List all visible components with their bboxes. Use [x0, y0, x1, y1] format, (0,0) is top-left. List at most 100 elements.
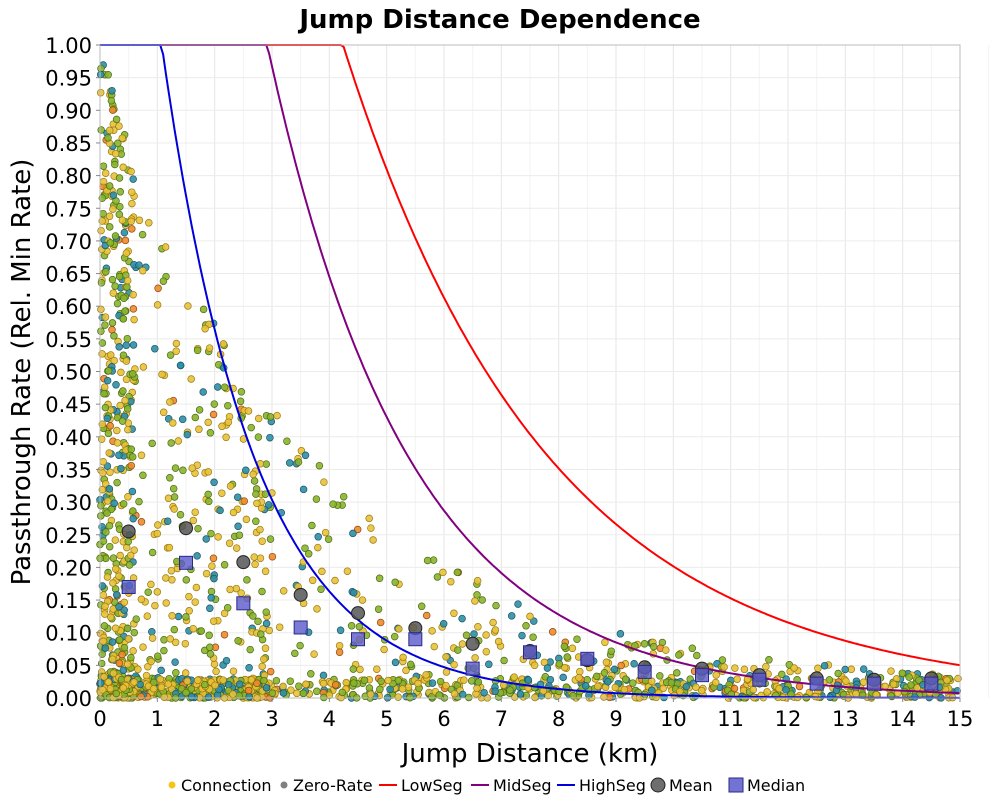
connection-point [245, 692, 253, 701]
y-tick-label: 0.35 [45, 458, 92, 482]
connection-point [209, 617, 218, 625]
connection-point [529, 633, 537, 641]
connection-point [123, 334, 132, 343]
median-marker [637, 664, 652, 679]
connection-point [174, 612, 183, 621]
connection-point [373, 665, 381, 673]
connection-point [191, 508, 199, 516]
median-legend-marker [728, 777, 744, 793]
connection-point [135, 261, 143, 269]
connection-point [108, 638, 117, 646]
connection-point [207, 529, 215, 538]
connection-point [450, 689, 459, 698]
connection-point [187, 375, 195, 383]
connection-point [692, 683, 700, 691]
connection-point [109, 191, 118, 199]
y-tick-label: 0.85 [45, 132, 92, 156]
connection-point [116, 188, 125, 196]
connection-point [119, 387, 127, 395]
median-marker [523, 645, 537, 660]
connection-point [153, 588, 162, 596]
connection-point [560, 663, 569, 672]
connection-point [170, 493, 179, 501]
connection-point [435, 691, 443, 699]
connection-point [115, 451, 123, 459]
connection-point [97, 279, 106, 287]
connection-point [119, 315, 128, 323]
connection-point [194, 676, 202, 685]
connection-point [101, 602, 109, 611]
connection-point [135, 216, 144, 225]
connection-point [210, 478, 218, 487]
connection-point [697, 686, 706, 695]
connection-point [99, 457, 107, 466]
connection-point [251, 560, 259, 569]
connection-point [329, 500, 337, 508]
connection-point [108, 319, 117, 327]
connection-point [124, 425, 132, 434]
connection-point [353, 525, 362, 534]
connection-point [295, 682, 303, 690]
connection-point [103, 573, 112, 581]
connection-point [399, 653, 407, 662]
connection-point [384, 676, 392, 685]
connection-point [500, 656, 508, 665]
connection-point [219, 676, 227, 684]
connection-point [126, 551, 135, 560]
legend-item-zero-rate: Zero-Rate [280, 776, 373, 795]
connection-point [149, 684, 158, 693]
connection-point [127, 653, 135, 662]
stat-markers [121, 521, 939, 691]
connection-point [117, 368, 125, 377]
connection-point [104, 134, 112, 142]
connection-point [430, 642, 439, 651]
connection-point [195, 406, 204, 414]
connection-point [391, 578, 399, 587]
connection-point [129, 290, 137, 299]
connection-point [139, 643, 147, 651]
legend-label: HighSeg [579, 776, 646, 795]
connection-point [207, 587, 216, 596]
mean-marker [293, 587, 308, 602]
y-tick-label: 0.50 [45, 361, 92, 385]
scatter-points [96, 61, 962, 702]
connection-point [249, 612, 257, 620]
connection-point [458, 690, 467, 699]
connection-point [649, 642, 658, 651]
connection-point [172, 669, 180, 677]
connection-point [208, 562, 216, 570]
y-tick-label: 0.05 [45, 654, 92, 678]
connection-point [237, 388, 246, 396]
connection-point [254, 433, 263, 441]
connection-point [458, 640, 467, 648]
connection-point [111, 536, 120, 544]
connection-point [134, 665, 142, 674]
connection-point [308, 576, 317, 585]
connection-point [115, 602, 123, 611]
connection-point [121, 396, 129, 405]
connection-point [261, 644, 270, 653]
connection-point [101, 313, 110, 321]
connection-point [232, 544, 241, 552]
connection-point [107, 613, 115, 622]
connection-point [447, 577, 455, 586]
connection-point [765, 656, 773, 664]
connection-point [139, 363, 148, 371]
connection-point [442, 653, 450, 661]
connection-point [115, 343, 123, 351]
connection-point [225, 539, 234, 547]
connection-point [118, 650, 126, 659]
connection-point [224, 401, 232, 410]
connection-point [170, 505, 178, 513]
connection-point [834, 669, 842, 678]
connection-point [99, 591, 108, 599]
connection-point [129, 647, 137, 655]
connection-point [181, 639, 190, 648]
connection-point [514, 600, 522, 608]
connection-point [167, 439, 175, 447]
connection-point [201, 324, 209, 333]
connection-point [887, 667, 895, 675]
connection-point [130, 628, 139, 637]
connection-point [264, 501, 273, 509]
connection-point [439, 568, 447, 577]
